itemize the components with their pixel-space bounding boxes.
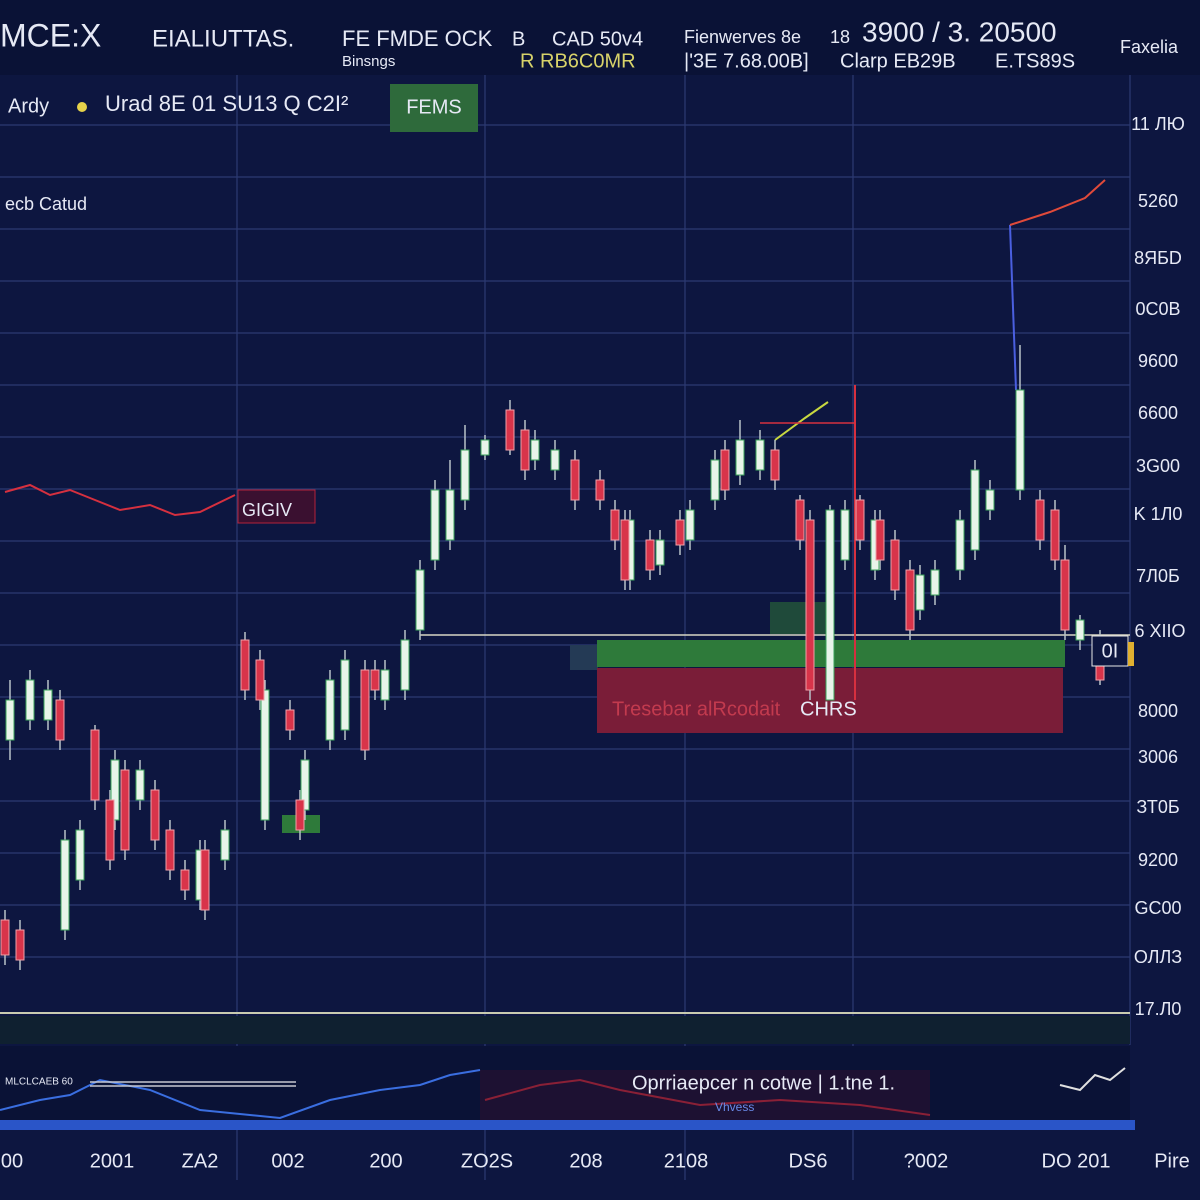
x-label: Pire bbox=[1154, 1150, 1190, 1172]
trend-line bbox=[774, 401, 829, 441]
legend: ecb Catud bbox=[5, 194, 87, 214]
corner-label[interactable]: Faxelia bbox=[1120, 37, 1179, 57]
y-label: ОЛЛЗ bbox=[1134, 947, 1182, 967]
field: B bbox=[512, 28, 525, 50]
indicator-line bbox=[484, 1078, 931, 1116]
indicator-sub: Vhvess bbox=[715, 1100, 754, 1114]
field-sub: E.TS89S bbox=[995, 50, 1075, 72]
x-label: 2001 bbox=[90, 1150, 135, 1172]
volume-strip bbox=[0, 1016, 1130, 1044]
x-label: DO 201 bbox=[1042, 1150, 1111, 1172]
field: FE FMDE OCK bbox=[342, 26, 493, 51]
y-label: K 1Л0 bbox=[1134, 504, 1183, 524]
y-label: 3006 bbox=[1138, 747, 1178, 767]
y-label: 9200 bbox=[1138, 850, 1178, 870]
spike-line bbox=[1009, 224, 1017, 391]
tag-box bbox=[237, 489, 316, 524]
field-sub: R RB6C0MR bbox=[520, 50, 636, 72]
y-label: 0C0B bbox=[1135, 299, 1180, 319]
y-label: ЗТ0Б bbox=[1136, 797, 1179, 817]
indicator-band bbox=[90, 1081, 296, 1087]
instrument: EIALIUTTAS. bbox=[152, 25, 294, 52]
y-label: 3G00 bbox=[1136, 456, 1180, 476]
tag: GIGIV bbox=[242, 500, 292, 520]
y-label: GC00 bbox=[1134, 898, 1181, 918]
indicator-zone bbox=[480, 1070, 930, 1120]
toolbar-button-label[interactable]: FEMS bbox=[406, 96, 462, 118]
field: 18 bbox=[830, 27, 850, 47]
y-axis: 11 ЛЮ 5260 8ЯБD 0C0B 9600 6600 3G00 K 1Л… bbox=[1131, 114, 1185, 1019]
toolbar-label[interactable]: Ardy bbox=[8, 95, 49, 117]
up-candles bbox=[5, 389, 1085, 931]
x-label: 200 bbox=[369, 1150, 402, 1172]
zone-label: Tresebar alRcodait bbox=[612, 698, 781, 720]
field-sub: |'3E 7.68.00B] bbox=[684, 50, 809, 72]
x-label: ?002 bbox=[904, 1150, 949, 1172]
y-label: 6 XIIO bbox=[1134, 621, 1185, 641]
x-label: 208 bbox=[569, 1150, 602, 1172]
y-label: 17.Л0 bbox=[1135, 999, 1182, 1019]
toolbar-info: Urad 8E 01 SU13 Q C2I² bbox=[105, 91, 348, 116]
field-sub: Binsngs bbox=[342, 53, 395, 70]
y-label: 11 ЛЮ bbox=[1131, 114, 1185, 134]
field: Fienwerves 8e bbox=[684, 27, 801, 47]
x-label: ZO2S bbox=[461, 1150, 513, 1172]
x-label: 002 bbox=[271, 1150, 304, 1172]
y-label: 8ЯБD bbox=[1134, 248, 1182, 268]
y-label: 6600 bbox=[1138, 403, 1178, 423]
indicator-label: MLCLCAEB 60 bbox=[5, 1077, 73, 1088]
toolbar-button[interactable] bbox=[390, 84, 478, 132]
x-axis: 00 2001 ZA2 002 200 ZO2S 208 2108 DS6 ?0… bbox=[1, 1150, 1190, 1172]
price-tag-label: 0I bbox=[1102, 640, 1119, 662]
price-marker bbox=[1128, 642, 1134, 666]
zone bbox=[770, 602, 832, 634]
x-label: 2108 bbox=[664, 1150, 709, 1172]
indicator-line bbox=[1059, 1067, 1126, 1092]
x-label: DS6 bbox=[789, 1150, 828, 1172]
y-label: 5260 bbox=[1138, 191, 1178, 211]
y-label: 8000 bbox=[1138, 701, 1178, 721]
field: 3900 / 3. 20500 bbox=[862, 16, 1057, 47]
spike-line bbox=[1009, 179, 1106, 226]
symbol: MCE:X bbox=[0, 17, 101, 53]
x-label: 00 bbox=[1, 1150, 23, 1172]
status-dot bbox=[77, 102, 87, 112]
price-tag bbox=[1091, 635, 1129, 667]
indicator-text: Oprriaepcer n cotwe | 1.tne 1. bbox=[632, 1072, 895, 1094]
y-label: 7Л0Б bbox=[1136, 566, 1180, 586]
zone-tag: CHRS bbox=[800, 698, 857, 720]
indicator-line bbox=[4, 483, 236, 517]
y-label: 9600 bbox=[1138, 351, 1178, 371]
field: CAD 50v4 bbox=[552, 28, 643, 50]
indicator-line bbox=[0, 1069, 481, 1120]
indicator-base bbox=[0, 1120, 1135, 1130]
x-label: ZA2 bbox=[182, 1150, 219, 1172]
field-sub: Clarp EB29B bbox=[840, 50, 956, 72]
header-bar bbox=[0, 0, 1200, 75]
zone bbox=[570, 645, 598, 670]
down-candles bbox=[0, 409, 1105, 961]
